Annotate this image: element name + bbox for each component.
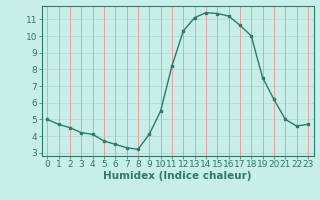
X-axis label: Humidex (Indice chaleur): Humidex (Indice chaleur) <box>103 171 252 181</box>
